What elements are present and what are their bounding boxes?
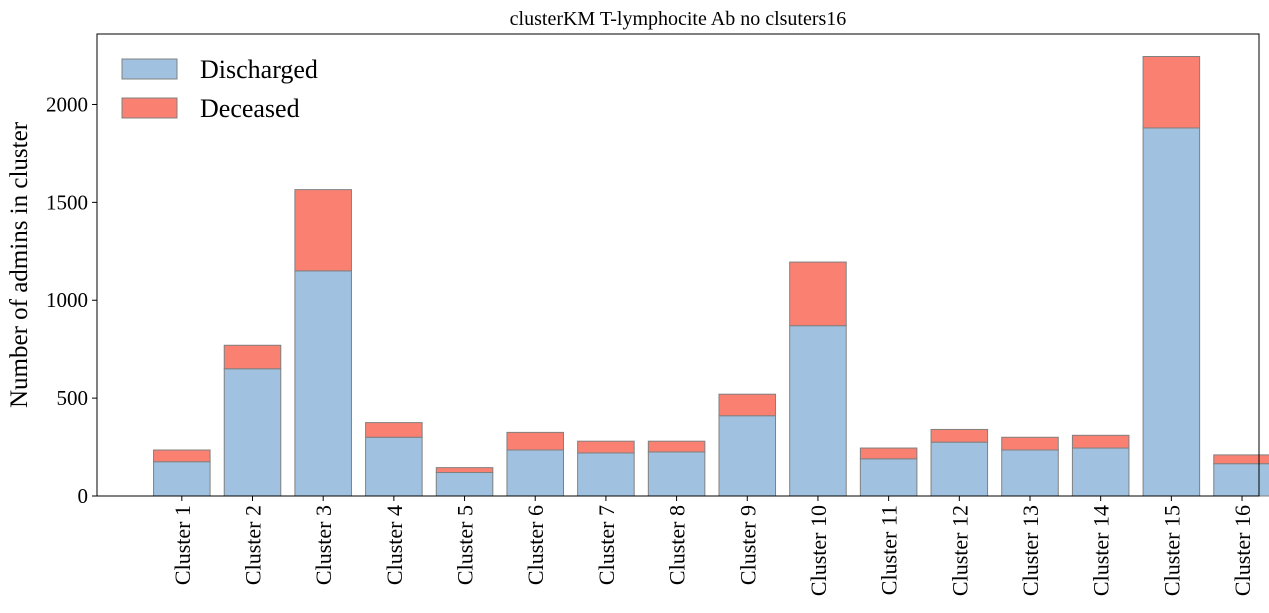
bar-discharged-11: [859, 458, 918, 497]
bar-discharged-8: [647, 451, 706, 497]
bar-deceased-9: [718, 393, 777, 417]
y-tick-label: 2000: [46, 92, 88, 116]
x-tick-label: Cluster 11: [877, 505, 902, 595]
x-tick-label: Cluster 2: [240, 505, 265, 585]
bar-discharged-14: [1071, 447, 1130, 497]
bar-discharged-10: [789, 325, 847, 497]
bar-deceased-6: [506, 431, 564, 451]
y-tick-label: 1000: [46, 288, 88, 312]
plot-frame: [96, 33, 1260, 497]
x-axis-ticks: Cluster 1 Cluster 2 Cluster 3 Cluster 4 Clus…: [170, 496, 1255, 596]
y-tick-label: 1500: [46, 190, 88, 214]
bar-discharged-2: [223, 368, 282, 497]
bar-discharged-4: [365, 436, 423, 497]
bar-discharged-7: [577, 452, 635, 497]
x-tick-label: Cluster 15: [1159, 505, 1184, 596]
x-tick-label: Cluster 6: [523, 505, 548, 585]
bar-discharged-13: [1001, 449, 1059, 497]
legend-label-deceased: Deceased: [200, 94, 300, 123]
bar-deceased-11: [859, 447, 918, 460]
bar-deceased-5: [435, 467, 494, 474]
bar-discharged-15: [1142, 127, 1201, 497]
y-tick-label: 0: [78, 484, 89, 508]
y-axis-ticks: 0 500 1000 1500 2000: [46, 92, 97, 508]
bar-deceased-13: [1001, 436, 1059, 451]
bars-layer: [153, 56, 1269, 497]
y-tick-label: 500: [57, 386, 89, 410]
x-tick-label: Cluster 1: [170, 505, 195, 585]
bar-deceased-3: [294, 189, 352, 272]
legend-swatch-discharged: [121, 58, 178, 80]
x-tick-label: Cluster 10: [806, 505, 831, 596]
bar-discharged-6: [506, 449, 564, 497]
bar-deceased-14: [1071, 434, 1130, 449]
bar-discharged-16: [1213, 463, 1269, 497]
bar-deceased-4: [365, 422, 423, 438]
x-tick-label: Cluster 4: [382, 505, 407, 585]
x-tick-label: Cluster 9: [735, 505, 760, 585]
x-tick-label: Cluster 14: [1089, 505, 1114, 596]
legend: Discharged Deceased: [121, 55, 318, 123]
x-tick-label: Cluster 13: [1018, 505, 1043, 596]
legend-swatch-deceased: [121, 97, 178, 119]
bar-deceased-15: [1142, 56, 1201, 129]
bar-deceased-7: [577, 440, 635, 454]
legend-label-discharged: Discharged: [200, 55, 318, 84]
x-tick-label: Cluster 3: [311, 505, 336, 585]
bar-discharged-12: [930, 441, 989, 497]
bar-discharged-1: [153, 461, 211, 497]
bar-discharged-5: [435, 472, 494, 497]
bar-deceased-8: [647, 440, 706, 453]
bar-deceased-1: [153, 449, 211, 463]
bar-deceased-12: [930, 428, 989, 443]
bar-deceased-10: [789, 261, 847, 327]
x-tick-label: Cluster 8: [665, 505, 690, 585]
bar-discharged-9: [718, 415, 777, 497]
x-tick-label: Cluster 16: [1230, 505, 1255, 596]
bar-deceased-2: [223, 344, 282, 370]
chart-title: clusterKM T-lymphocite Ab no clsuters16: [510, 8, 847, 30]
y-axis-label: Number of admins in cluster: [6, 121, 33, 408]
x-tick-label: Cluster 7: [594, 505, 619, 585]
bar-discharged-3: [294, 270, 352, 497]
x-tick-label: Cluster 5: [453, 505, 478, 585]
bar-deceased-16: [1213, 454, 1269, 465]
x-tick-label: Cluster 12: [947, 505, 972, 596]
